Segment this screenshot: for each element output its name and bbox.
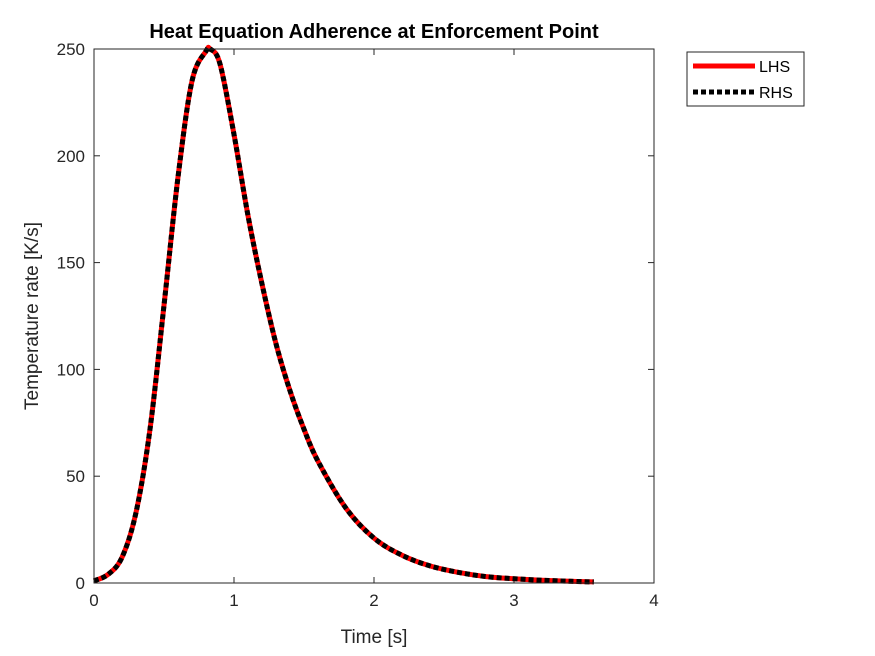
x-tick-label: 3 xyxy=(509,591,518,610)
plot-frame xyxy=(93,48,655,584)
y-tick-label: 150 xyxy=(57,254,85,273)
series-line-rhs xyxy=(92,44,594,585)
plot-area xyxy=(94,49,654,583)
x-tick-label: 0 xyxy=(89,591,98,610)
legend-label-rhs: RHS xyxy=(759,85,793,102)
chart-title: Heat Equation Adherence at Enforcement P… xyxy=(149,21,599,43)
legend-box xyxy=(686,51,805,107)
y-tick-label: 200 xyxy=(57,147,85,166)
x-tick-label: 4 xyxy=(649,591,658,610)
y-tick-label: 250 xyxy=(57,40,85,59)
legend: LHS RHS xyxy=(686,51,805,107)
x-tick-label: 2 xyxy=(369,591,378,610)
y-tick-label: 100 xyxy=(57,360,85,379)
y-tick-label: 50 xyxy=(66,467,85,486)
y-axis-label: Temperature rate [K/s] xyxy=(22,222,43,410)
legend-label-lhs: LHS xyxy=(759,59,790,76)
x-tick-label: 1 xyxy=(229,591,238,610)
y-tick-label: 0 xyxy=(76,574,85,593)
series-group xyxy=(92,44,594,585)
x-axis-label: Time [s] xyxy=(341,627,408,648)
